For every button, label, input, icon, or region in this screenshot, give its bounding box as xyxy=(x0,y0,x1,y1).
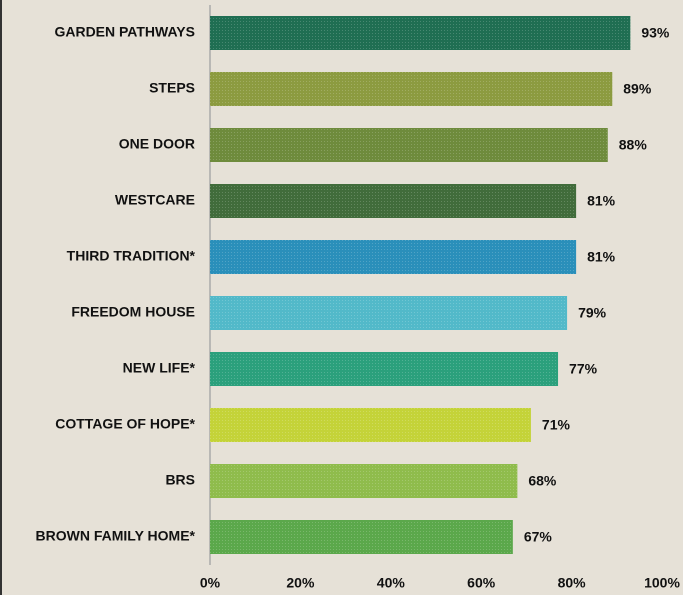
value-label: 89% xyxy=(623,81,652,97)
y-tick-label: ONE DOOR xyxy=(119,136,195,152)
value-label: 93% xyxy=(641,25,670,41)
y-tick-label: STEPS xyxy=(149,80,195,96)
x-tick-label: 60% xyxy=(467,575,496,591)
value-label: 71% xyxy=(542,417,571,433)
y-tick-label: BRS xyxy=(165,472,195,488)
value-label: 79% xyxy=(578,305,607,321)
value-label: 88% xyxy=(619,137,648,153)
bar-texture xyxy=(210,16,631,50)
y-tick-label: WESTCARE xyxy=(115,192,195,208)
bar-texture xyxy=(210,296,568,330)
x-tick-label: 0% xyxy=(200,575,221,591)
value-label: 81% xyxy=(587,193,616,209)
bar-texture xyxy=(210,72,613,106)
y-tick-label: GARDEN PATHWAYS xyxy=(54,24,195,40)
y-tick-label: COTTAGE OF HOPE* xyxy=(55,416,195,432)
bar-texture xyxy=(210,464,518,498)
bar-texture xyxy=(210,408,531,442)
x-tick-label: 20% xyxy=(286,575,315,591)
y-tick-label: BROWN FAMILY HOME* xyxy=(36,528,196,544)
value-label: 77% xyxy=(569,361,598,377)
y-tick-label: THIRD TRADITION* xyxy=(67,248,196,264)
x-tick-label: 40% xyxy=(377,575,406,591)
bar-texture xyxy=(210,184,577,218)
bar-texture xyxy=(210,240,577,274)
value-label: 67% xyxy=(524,529,553,545)
y-tick-label: NEW LIFE* xyxy=(123,360,196,376)
x-tick-label: 100% xyxy=(644,575,680,591)
value-label: 81% xyxy=(587,249,616,265)
x-tick-label: 80% xyxy=(558,575,587,591)
bar-texture xyxy=(210,128,608,162)
bar-texture xyxy=(210,352,559,386)
y-tick-label: FREEDOM HOUSE xyxy=(71,304,195,320)
bar-texture xyxy=(210,520,513,554)
value-label: 68% xyxy=(528,473,557,489)
